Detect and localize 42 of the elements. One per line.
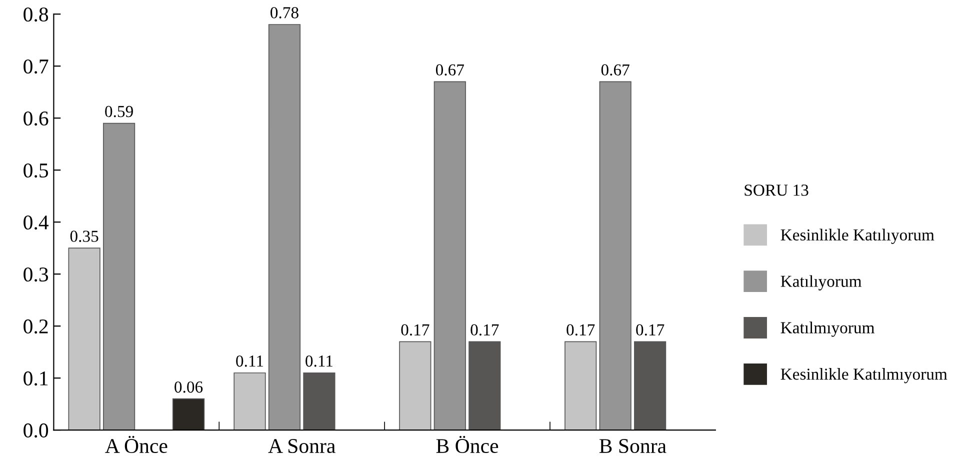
y-tick-label: 0.6 bbox=[24, 111, 48, 126]
legend-label: Kesinlikle Katılıyorum bbox=[780, 228, 934, 244]
y-tick-label: 0.5 bbox=[24, 163, 48, 178]
data-label: 0.78 bbox=[270, 7, 298, 18]
data-label: 0.11 bbox=[306, 355, 332, 367]
bar bbox=[68, 248, 100, 430]
y-tick-label: 0.1 bbox=[24, 371, 48, 386]
y-tick-label: 0.3 bbox=[24, 267, 48, 282]
x-tick-label: B Önce bbox=[436, 436, 498, 454]
bar bbox=[303, 372, 336, 430]
data-label: 0.17 bbox=[470, 324, 499, 336]
bar bbox=[634, 341, 666, 430]
data-label: 0.67 bbox=[601, 64, 630, 76]
legend-label: Katılıyorum bbox=[780, 275, 862, 290]
data-label: 0.11 bbox=[236, 355, 264, 367]
bar bbox=[234, 372, 266, 430]
legend-label: Kesinlikle Katılmıyorum bbox=[780, 368, 948, 384]
data-label: 0.17 bbox=[401, 324, 430, 336]
legend-title: SORU 13 bbox=[744, 184, 808, 196]
bar bbox=[564, 341, 597, 430]
data-label: 0.67 bbox=[436, 64, 464, 76]
data-label: 0.17 bbox=[566, 324, 595, 336]
bar bbox=[434, 81, 466, 430]
bar bbox=[102, 122, 136, 430]
x-tick-label: B Sonra bbox=[599, 439, 666, 454]
y-tick-label: 0.8 bbox=[24, 7, 48, 22]
y-tick-label: 0.4 bbox=[24, 215, 49, 230]
data-label: 0.17 bbox=[636, 324, 664, 336]
bar bbox=[172, 398, 205, 430]
bar bbox=[268, 24, 301, 430]
bar bbox=[399, 341, 432, 430]
data-label: 0.35 bbox=[70, 230, 98, 242]
x-tick-label: A Önce bbox=[105, 436, 168, 454]
data-label: 0.06 bbox=[174, 381, 203, 393]
data-label: 0.59 bbox=[105, 106, 133, 118]
y-tick-label: 0.7 bbox=[24, 59, 48, 74]
bar bbox=[599, 81, 632, 430]
x-tick-label: A Sonra bbox=[268, 439, 336, 454]
legend-label: Katılmıyorum bbox=[780, 322, 874, 337]
bar bbox=[468, 341, 501, 430]
y-tick-label: 0.0 bbox=[24, 423, 48, 438]
y-tick-label: 0.2 bbox=[24, 319, 48, 334]
